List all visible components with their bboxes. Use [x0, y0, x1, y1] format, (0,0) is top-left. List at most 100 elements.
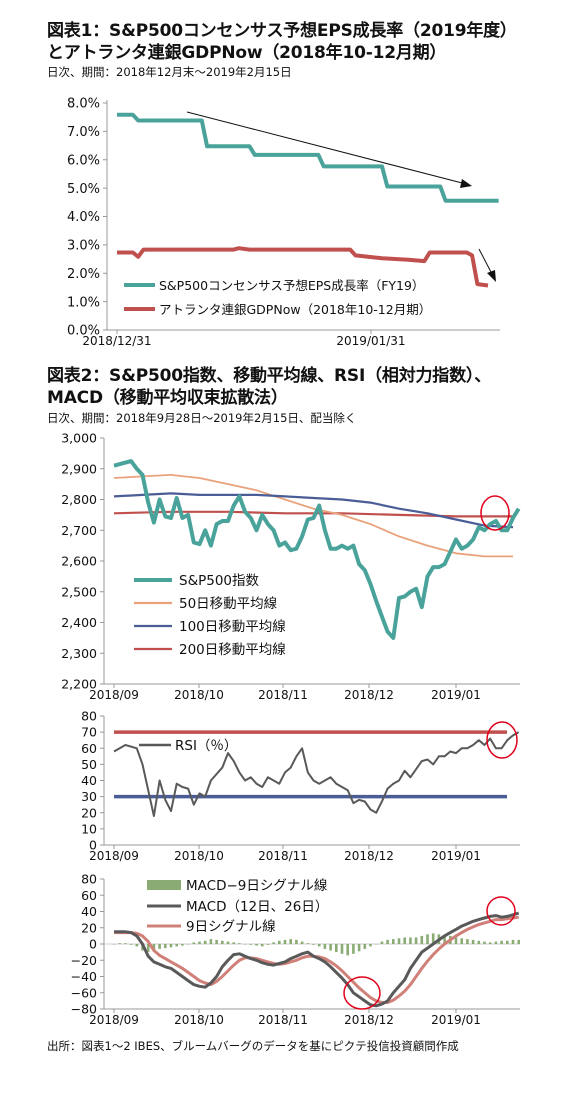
macd-histogram-bar — [203, 940, 207, 945]
macd-histogram-bar — [317, 944, 321, 947]
macd-histogram-bar — [215, 939, 218, 944]
macd-histogram-bar — [169, 944, 173, 948]
macd-histogram-bar — [135, 944, 139, 947]
macd-histogram-bar — [323, 944, 327, 949]
c2-y-tick-label: 2,500 — [61, 584, 97, 599]
macd-histogram-bar — [466, 939, 469, 944]
c2-legend-label: S&P500指数 — [179, 573, 260, 589]
macd-histogram-bar — [118, 943, 121, 944]
macd-line — [114, 911, 520, 1008]
c2-y-tick-label: 2,900 — [61, 461, 97, 476]
c2-y-tick-label: 2,200 — [61, 677, 97, 692]
macd-y-tick-label: 80 — [81, 872, 97, 887]
c1-y-tick-label: 1.0% — [67, 295, 100, 310]
rsi-x-tick-label: 2018/12 — [344, 849, 394, 863]
highlight-circle-sp500 — [480, 495, 510, 531]
macd-y-tick-label: 40 — [81, 904, 97, 919]
highlight-circle-rsi — [486, 721, 518, 759]
macd-histogram-bar — [357, 944, 361, 952]
c1-y-tick-label: 8.0% — [67, 97, 100, 112]
c2-y-tick-label: 3,000 — [61, 431, 97, 446]
macd-histogram-bar — [289, 939, 292, 944]
c1-x-tick-label: 2018/12/31 — [82, 334, 151, 348]
highlight-circle-macd-low — [343, 976, 381, 1010]
macd-y-tick-label: −60 — [71, 985, 97, 1000]
macd-y-tick-label: 60 — [81, 888, 97, 903]
macd-histogram-bar — [431, 933, 435, 944]
macd-histogram-bar — [506, 940, 509, 945]
macd-legend-label: MACD（12日、26日） — [186, 899, 328, 915]
macd-histogram-bar — [420, 935, 424, 944]
macd-y-tick-label: 20 — [81, 920, 97, 935]
macd-histogram-bar — [221, 940, 224, 945]
trend-arrow-eps — [186, 111, 467, 185]
trend-arrowhead-gdpnow — [487, 270, 496, 282]
macd-histogram-bar — [397, 938, 401, 944]
macd-histogram-bar — [488, 942, 492, 944]
macd-histogram-bar — [494, 941, 498, 944]
macd-histogram-bar — [483, 941, 486, 944]
macd-x-tick-label: 2018/09 — [89, 1013, 139, 1027]
macd-histogram-bar — [243, 944, 247, 945]
rsi-y-tick-label: 0 — [89, 838, 97, 853]
macd-histogram-bar — [152, 944, 156, 951]
macd-histogram-bar — [409, 937, 412, 944]
rsi-y-tick-label: 20 — [81, 805, 97, 820]
c1-y-tick-label: 4.0% — [67, 210, 100, 225]
macd-histogram-bar — [443, 935, 446, 944]
macd-histogram-bar — [352, 944, 355, 954]
macd-histogram-bar — [272, 942, 275, 944]
macd-histogram-bar — [226, 941, 230, 944]
c2-y-tick-label: 2,600 — [61, 554, 97, 569]
macd-histogram-bar — [260, 944, 264, 947]
macd-histogram-bar — [112, 944, 116, 945]
c1-legend-label: アトランタ連銀GDPNow（2018年10-12月期） — [159, 302, 431, 317]
macd-histogram-bar — [266, 944, 270, 945]
macd-histogram-bar — [363, 944, 367, 949]
gdpnow-line — [117, 246, 489, 288]
rsi-y-tick-label: 60 — [81, 741, 97, 756]
macd-histogram-bar — [414, 937, 418, 944]
figure2-title-line1: 図表2：S&P500指数、移動平均線、RSI（相対力指数）、 — [47, 366, 492, 386]
c2-y-tick-label: 2,800 — [61, 492, 97, 507]
macd-x-tick-label: 2019/01 — [431, 1013, 481, 1027]
macd-y-tick-label: −20 — [71, 953, 97, 968]
macd-histogram-bar — [477, 940, 481, 945]
highlight-circle-macd-high — [486, 896, 516, 926]
macd-histogram-bar — [346, 944, 349, 956]
macd-histogram-bar — [175, 944, 178, 947]
macd-histogram-bar — [124, 943, 127, 944]
macd-histogram-bar — [403, 937, 406, 944]
macd-histogram-bar — [198, 941, 201, 944]
rsi-y-tick-label: 80 — [81, 709, 97, 724]
macd-histogram-bar — [146, 944, 150, 953]
macd-histogram-bar — [255, 944, 258, 946]
c1-y-tick-label: 7.0% — [67, 125, 100, 140]
rsi-y-tick-label: 10 — [81, 821, 97, 836]
macd-histogram-bar — [181, 944, 184, 946]
macd-histogram-bar — [164, 944, 167, 949]
macd-histogram-bar — [129, 944, 133, 945]
rsi-y-tick-label: 70 — [81, 725, 97, 740]
macd-histogram-bar — [454, 937, 458, 944]
macd-y-tick-label: 0 — [89, 937, 97, 952]
macd-histogram-bar — [426, 934, 429, 945]
c2-legend-label: 200日移動平均線 — [179, 642, 286, 658]
macd-x-tick-label: 2018/11 — [258, 1013, 308, 1027]
macd-histogram-bar — [340, 944, 344, 954]
macd-histogram-bar — [238, 943, 241, 944]
macd-histogram-bar — [232, 942, 235, 944]
c2-y-tick-label: 2,700 — [61, 523, 97, 538]
macd-legend-label: 9日シグナル線 — [186, 919, 276, 935]
figure1-subtitle: 日次、期間：2018年12月末～2019年2月15日 — [47, 65, 292, 79]
macd-histogram-bar — [283, 939, 287, 944]
figure1-title-line2: とアトランタ連銀GDPNow（2018年10-12月期） — [47, 43, 447, 63]
c2-legend-label: 100日移動平均線 — [179, 619, 286, 635]
c2-x-tick-label: 2018/11 — [258, 688, 308, 702]
c1-legend-label: S&P500コンセンサス予想EPS成長率（FY19） — [159, 278, 424, 293]
rsi-line — [113, 731, 520, 817]
macd-histogram-bar — [374, 944, 378, 945]
c1-y-tick-label: 5.0% — [67, 182, 100, 197]
rsi-legend-label: RSI（％） — [175, 738, 237, 754]
trend-arrowhead-eps — [460, 179, 472, 188]
